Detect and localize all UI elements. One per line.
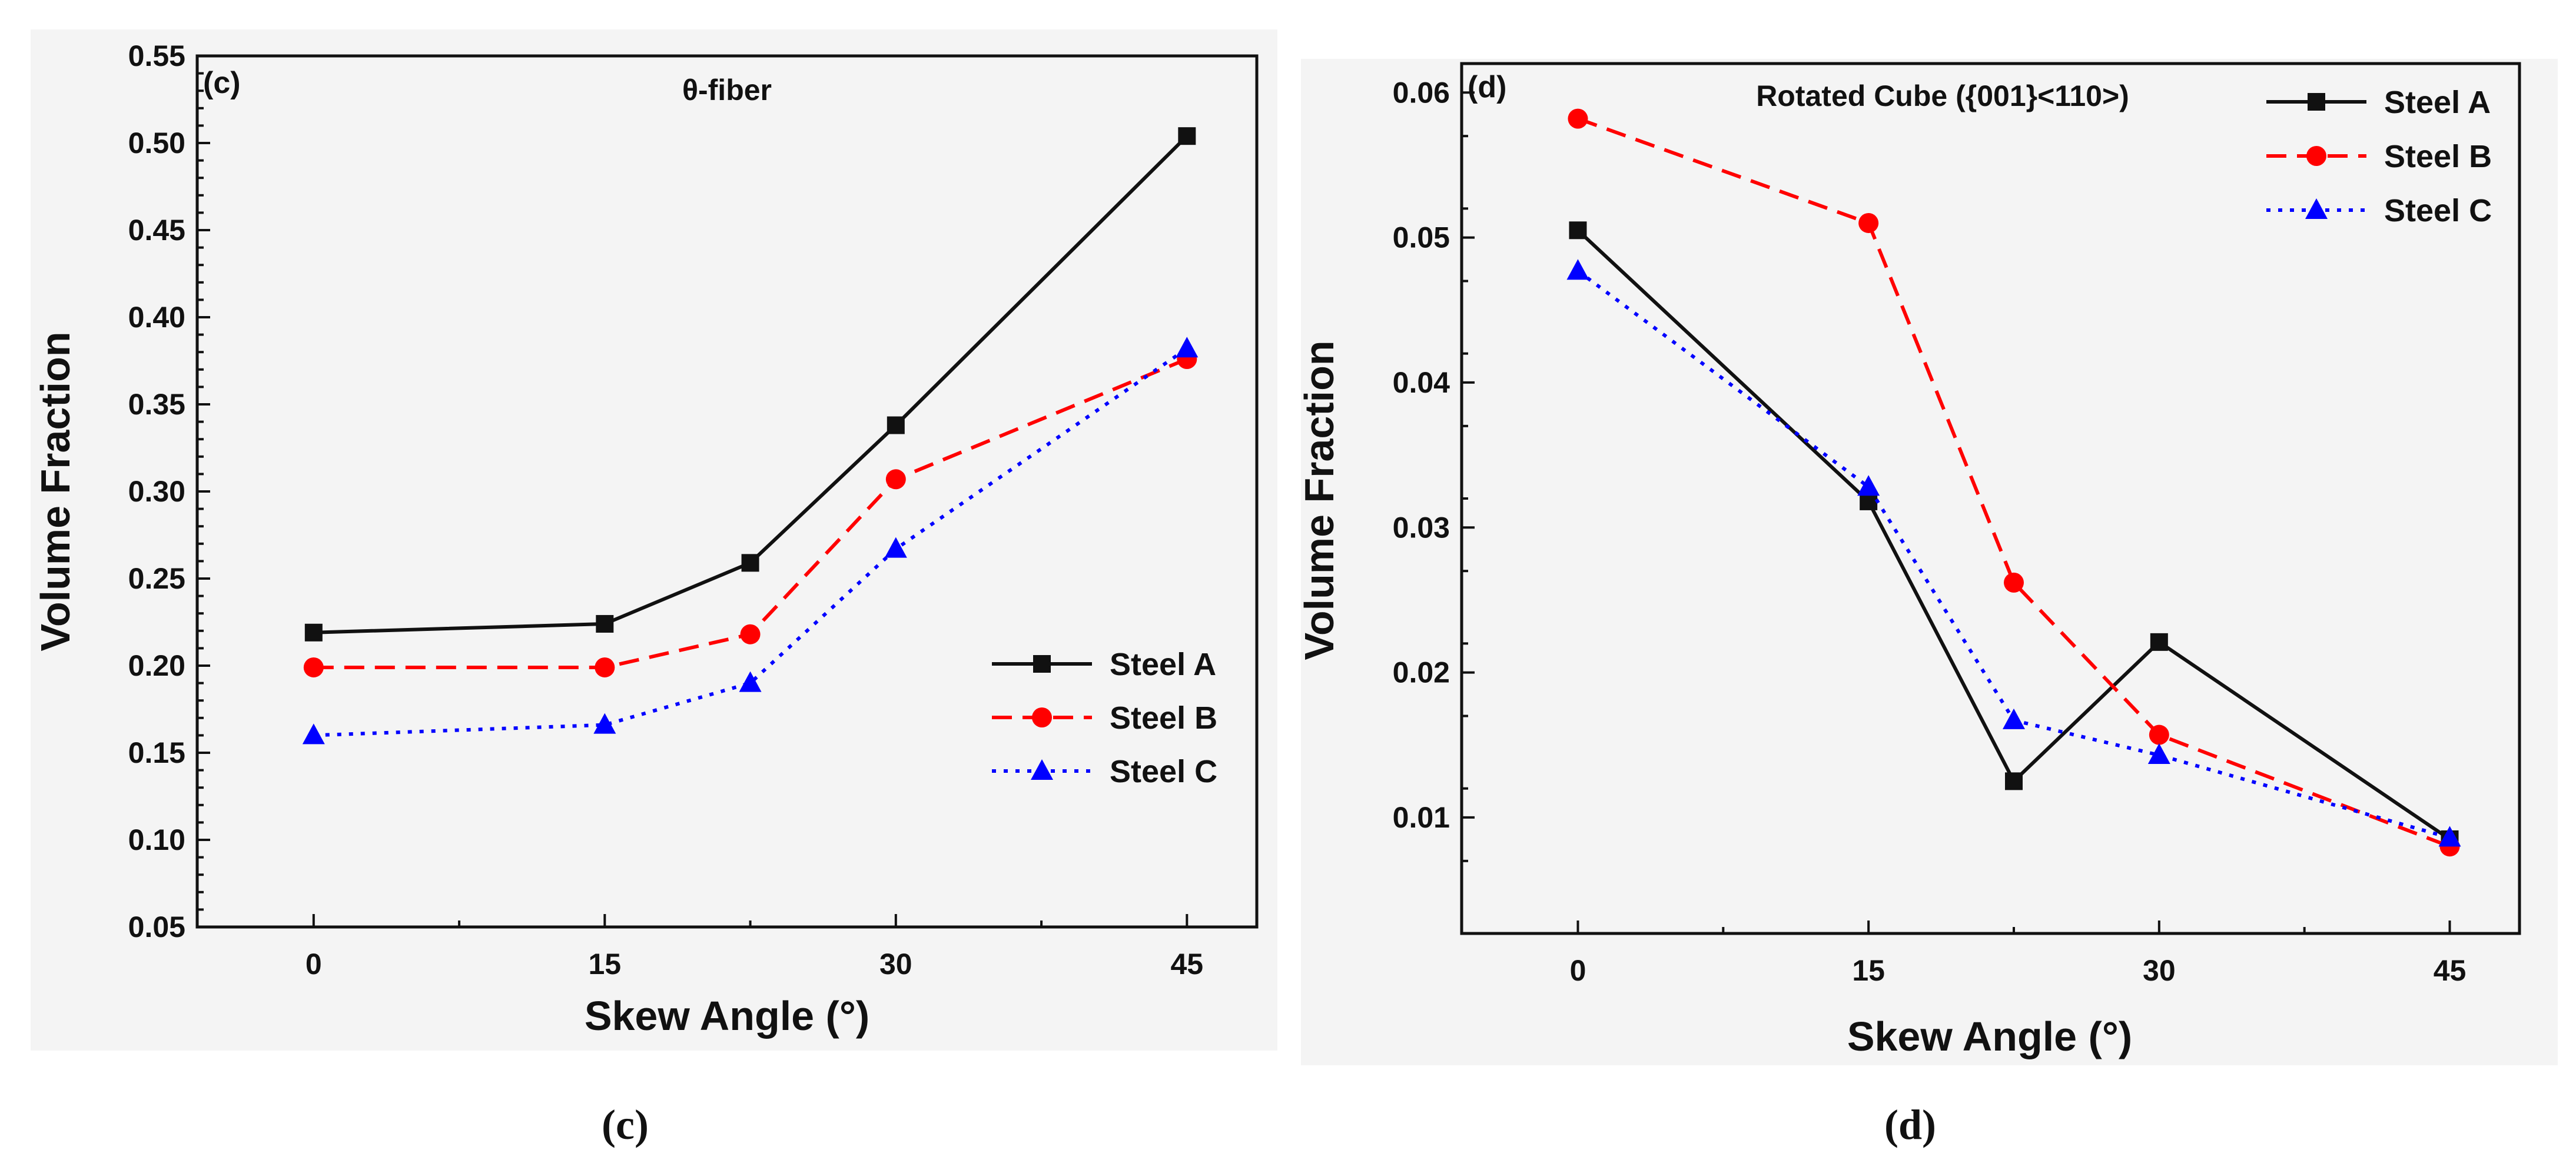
caption-d: (d) — [1884, 1101, 1936, 1148]
panel-c-series — [302, 127, 1199, 745]
panel-d-x-axis-title: Skew Angle (°) — [1847, 1014, 2132, 1059]
panel-c-x-axis-title: Skew Angle (°) — [585, 993, 869, 1039]
panel-d-title: Rotated Cube ({001}<110>) — [1756, 79, 2129, 112]
panel-d-y-axis: 0.01 0.02 0.03 0.04 0.05 0.06 — [1393, 62, 1475, 935]
series-steel-a — [304, 127, 1196, 642]
data-point-steel-a — [887, 416, 905, 434]
panel-c-y-axis-title: Volume Fraction — [32, 331, 78, 651]
y-tick-label: 0.50 — [128, 127, 185, 159]
legend-marker — [1031, 759, 1053, 780]
legend-item-steel-b: Steel B — [2266, 139, 2492, 174]
panel-d-legend: Steel A Steel B Steel C — [2266, 85, 2492, 228]
panel-c-x-axis: 0 15 30 45 — [306, 914, 1203, 981]
x-tick-label: 30 — [2143, 954, 2176, 987]
panel-d: 0.01 0.02 0.03 0.04 0.05 0.06 0 15 30 45 Steel A… — [1296, 59, 2558, 1065]
caption-c: (c) — [602, 1101, 649, 1148]
legend-label: Steel C — [1110, 754, 1217, 789]
data-point-steel-b — [740, 624, 761, 644]
data-point-steel-c — [884, 537, 907, 558]
data-point-steel-b — [2149, 725, 2169, 745]
y-tick-label: 0.45 — [128, 214, 185, 247]
x-tick-label: 30 — [879, 948, 912, 981]
data-point-steel-b — [303, 657, 324, 677]
panel-c-legend: Steel A Steel B Steel C — [992, 647, 1217, 789]
data-point-steel-c — [1566, 259, 1589, 280]
y-tick-label: 0.05 — [1393, 221, 1450, 254]
legend-label: Steel B — [1110, 700, 1217, 736]
data-point-steel-b — [1858, 212, 1879, 233]
y-tick-label: 0.20 — [128, 649, 185, 682]
y-tick-label: 0.06 — [1393, 76, 1450, 109]
x-tick-label: 0 — [1570, 954, 1586, 987]
data-point-steel-a — [741, 554, 759, 572]
legend-marker — [1033, 655, 1051, 673]
x-tick-label: 15 — [1852, 954, 1885, 987]
x-tick-label: 45 — [2434, 954, 2467, 987]
data-point-steel-c — [1176, 337, 1199, 358]
data-point-steel-c — [593, 713, 616, 734]
y-tick-label: 0.03 — [1393, 511, 1450, 544]
legend-marker — [2308, 93, 2325, 111]
y-tick-label: 0.02 — [1393, 656, 1450, 689]
legend-item-steel-c: Steel C — [992, 754, 1217, 789]
panel-d-tag: (d) — [1468, 70, 1506, 104]
legend-marker — [2305, 198, 2328, 219]
series-steel-c — [1566, 259, 2461, 847]
series-steel-c — [302, 337, 1199, 745]
y-tick-label: 0.55 — [128, 39, 185, 72]
data-point-steel-c — [2002, 708, 2025, 729]
x-tick-label: 45 — [1171, 948, 1204, 981]
legend-item-steel-a: Steel A — [992, 647, 1216, 682]
data-point-steel-b — [595, 657, 615, 677]
panel-c-title: θ-fiber — [682, 74, 772, 107]
data-point-steel-c — [2147, 743, 2170, 765]
panel-c: 0.05 0.10 0.15 0.20 0.25 0.30 0.35 0.40 0.45 0.50… — [31, 29, 1277, 1051]
legend-label: Steel A — [2384, 85, 2491, 120]
y-tick-label: 0.40 — [128, 301, 185, 334]
data-point-steel-c — [302, 723, 325, 745]
y-tick-label: 0.04 — [1393, 366, 1450, 399]
x-tick-label: 15 — [588, 948, 621, 981]
data-point-steel-a — [1569, 221, 1587, 240]
y-tick-label: 0.10 — [128, 823, 185, 856]
data-point-steel-a — [2150, 633, 2168, 651]
panel-d-background — [1301, 59, 2558, 1065]
y-tick-label: 0.15 — [128, 736, 185, 769]
panel-d-y-axis-title: Volume Fraction — [1296, 340, 1342, 660]
legend-marker — [2306, 146, 2326, 166]
panel-d-x-axis: 0 15 30 45 — [1570, 921, 2467, 987]
data-point-steel-b — [885, 469, 906, 490]
legend-marker — [1032, 707, 1052, 727]
panel-c-y-axis: 0.05 0.10 0.15 0.20 0.25 0.30 0.35 0.40 0.45 0.50… — [128, 39, 210, 943]
data-point-steel-b — [2003, 572, 2024, 593]
series-steel-a — [1569, 221, 2459, 848]
x-tick-label: 0 — [306, 948, 322, 981]
data-point-steel-c — [2438, 826, 2461, 847]
legend-item-steel-b: Steel B — [992, 700, 1217, 736]
legend-label: Steel A — [1110, 647, 1216, 682]
legend-label: Steel C — [2384, 193, 2492, 228]
data-point-steel-a — [304, 623, 323, 642]
panel-d-series — [1566, 108, 2461, 857]
y-tick-label: 0.01 — [1393, 801, 1450, 834]
y-tick-label: 0.05 — [128, 911, 185, 943]
panel-c-background — [31, 29, 1277, 1051]
data-point-steel-a — [596, 614, 614, 633]
legend-label: Steel B — [2384, 139, 2492, 174]
legend-item-steel-c: Steel C — [2266, 193, 2492, 228]
y-tick-label: 0.25 — [128, 562, 185, 595]
series-line-steel-b — [1577, 117, 2451, 849]
legend-item-steel-a: Steel A — [2266, 85, 2491, 120]
data-point-steel-b — [1568, 108, 1588, 129]
data-point-steel-c — [739, 671, 762, 692]
data-point-steel-c — [1857, 475, 1880, 496]
y-tick-label: 0.30 — [128, 475, 185, 508]
y-tick-label: 0.35 — [128, 388, 185, 421]
data-point-steel-a — [1178, 127, 1196, 145]
panel-c-tag: (c) — [203, 66, 241, 100]
data-point-steel-a — [2004, 772, 2023, 790]
